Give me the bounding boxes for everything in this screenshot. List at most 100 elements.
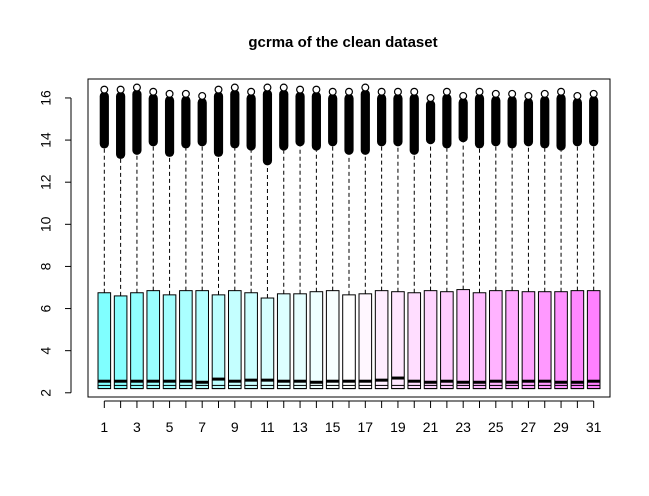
box-sample-26 — [505, 89, 519, 390]
box-body — [162, 294, 177, 390]
outlier-band — [344, 93, 354, 155]
outlier-point — [198, 91, 207, 100]
box-sample-8 — [211, 85, 226, 390]
box-body — [537, 291, 552, 390]
box-sample-1 — [97, 85, 112, 390]
outlier-point — [132, 83, 141, 92]
outlier-band — [230, 89, 240, 149]
outlier-point — [393, 87, 402, 96]
box-sample-11 — [260, 83, 275, 390]
outlier-band — [377, 93, 387, 147]
outlier-band — [393, 93, 403, 147]
x-tick-label: 25 — [488, 419, 504, 435]
y-tick-label: 10 — [38, 216, 54, 232]
outlier-point — [442, 87, 451, 96]
y-tick-label: 8 — [38, 262, 54, 270]
chart-title: gcrma of the clean dataset — [248, 34, 437, 51]
x-tick-label: 23 — [455, 419, 471, 435]
x-tick-label: 9 — [231, 419, 239, 435]
outlier-band — [540, 95, 550, 149]
box-sample-29 — [554, 87, 568, 390]
box-sample-5 — [162, 89, 177, 390]
box-body — [244, 292, 258, 390]
outlier-band — [181, 95, 191, 149]
box-body — [228, 290, 242, 390]
box-body — [407, 292, 422, 390]
box-sample-3 — [130, 83, 144, 390]
box-body — [456, 289, 470, 390]
x-tick-label: 31 — [586, 419, 602, 435]
outlier-point — [279, 83, 288, 92]
x-tick-label: 3 — [133, 419, 141, 435]
box-sample-28 — [537, 89, 552, 390]
box-sample-20 — [407, 87, 422, 390]
box-sample-4 — [146, 87, 161, 390]
outlier-point — [296, 85, 305, 94]
outlier-band — [409, 93, 419, 155]
box-sample-16 — [342, 87, 356, 390]
outlier-band — [99, 91, 109, 149]
outlier-band — [116, 91, 126, 160]
box-body — [489, 290, 503, 390]
outlier-point — [508, 89, 517, 98]
x-tick-label: 1 — [100, 419, 108, 435]
x-tick-label: 13 — [292, 419, 308, 435]
box-sample-19 — [391, 87, 405, 390]
outlier-point — [328, 87, 337, 96]
box-body — [325, 290, 340, 390]
outlier-point — [247, 87, 256, 96]
outlier-point — [230, 83, 239, 92]
y-tick-label: 6 — [38, 304, 54, 312]
box-body — [472, 292, 487, 390]
outlier-point — [377, 87, 386, 96]
outlier-point — [100, 85, 109, 94]
x-tick-label: 27 — [521, 419, 537, 435]
box-sample-12 — [276, 83, 291, 390]
outlier-band — [197, 97, 207, 147]
box-body — [554, 291, 568, 390]
box-body — [211, 294, 226, 390]
box-body — [440, 291, 454, 390]
plot-frame — [87, 78, 611, 398]
outlier-band — [279, 89, 289, 151]
box-sample-2 — [113, 85, 128, 390]
box-body — [586, 290, 601, 390]
y-tick-label: 12 — [38, 174, 54, 190]
outlier-point — [165, 89, 174, 98]
box-sample-25 — [489, 89, 503, 390]
box-body — [391, 291, 405, 390]
box-body — [113, 295, 128, 390]
y-tick-label: 2 — [38, 389, 54, 397]
box-sample-30 — [570, 91, 585, 390]
outlier-point — [116, 85, 125, 94]
box-sample-18 — [374, 87, 389, 390]
x-tick-label: 15 — [325, 419, 341, 435]
outlier-band — [148, 93, 158, 147]
boxes-layer — [97, 83, 601, 390]
outlier-point — [491, 89, 500, 98]
box-sample-24 — [472, 87, 487, 390]
outlier-band — [442, 93, 452, 149]
box-sample-22 — [440, 87, 454, 390]
x-tick-label: 17 — [358, 419, 374, 435]
outlier-point — [540, 89, 549, 98]
y-tick-label: 4 — [38, 347, 54, 355]
box-body — [260, 297, 275, 390]
outlier-band — [360, 89, 370, 155]
x-tick-label: 7 — [198, 419, 206, 435]
y-tick-label: 14 — [38, 132, 54, 148]
outlier-point — [573, 91, 582, 100]
y-axis: 2 4 6 8 10 12 14 16 — [38, 90, 72, 397]
x-axis: 1 3 5 7 9 11 13 15 17 19 21 23 25 27 29 31 — [100, 400, 602, 435]
outlier-point — [345, 87, 354, 96]
outlier-point — [426, 94, 435, 103]
box-sample-15 — [325, 87, 340, 390]
outlier-point — [410, 87, 419, 96]
box-body — [505, 290, 519, 390]
box-body — [521, 291, 536, 390]
box-sample-23 — [456, 91, 470, 390]
outlier-point — [312, 85, 321, 94]
box-sample-6 — [179, 89, 193, 390]
outlier-point — [557, 87, 566, 96]
box-sample-17 — [358, 83, 373, 390]
